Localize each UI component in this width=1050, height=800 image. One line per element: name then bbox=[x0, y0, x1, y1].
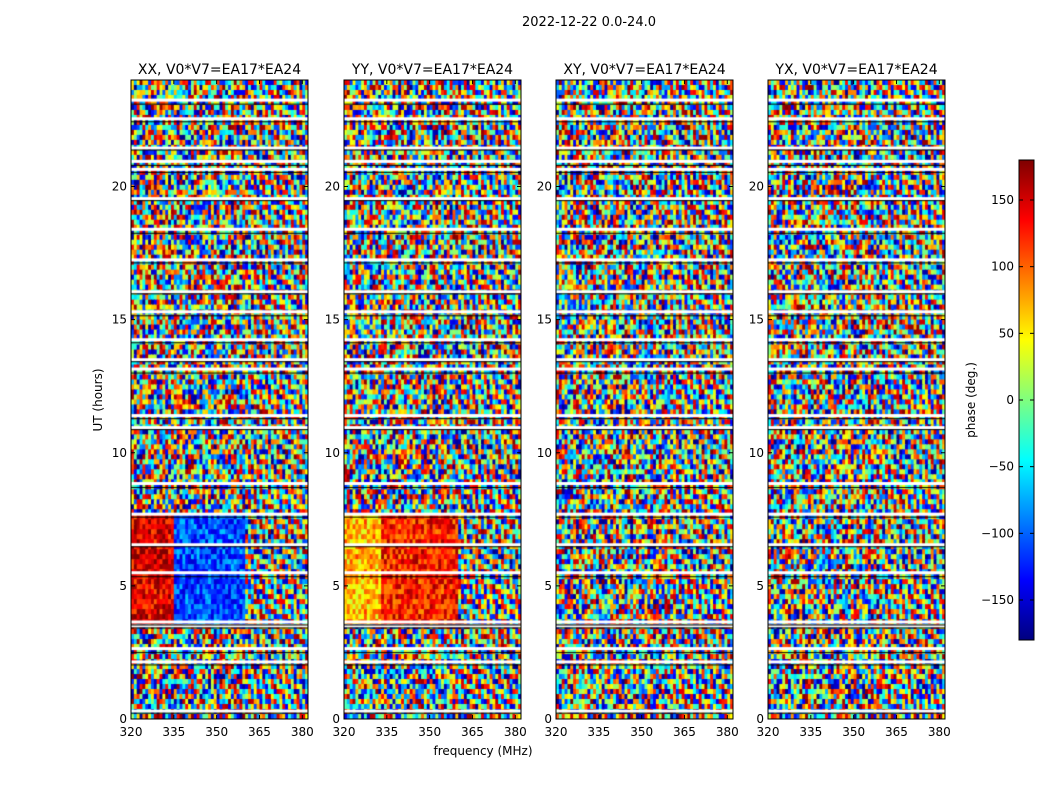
x-axis-label: frequency (MHz) bbox=[433, 744, 532, 758]
heatmap-yx bbox=[768, 80, 945, 719]
y-tick-label: 10 bbox=[112, 446, 127, 460]
panel-frame bbox=[130, 79, 309, 720]
y-axis-label: UT (hours) bbox=[91, 368, 105, 431]
x-tick-label: 335 bbox=[799, 725, 822, 739]
figure-suptitle: 2022-12-22 0.0-24.0 bbox=[522, 15, 656, 30]
y-tick-label: 15 bbox=[537, 313, 552, 327]
y-tick-label: 5 bbox=[332, 579, 340, 593]
panel-title: XY, V0*V7=EA17*EA24 bbox=[563, 62, 725, 78]
panel-frame bbox=[767, 79, 946, 720]
x-tick-label: 380 bbox=[504, 725, 527, 739]
x-tick-label: 365 bbox=[885, 725, 908, 739]
x-tick-label: 350 bbox=[842, 725, 865, 739]
panel-yx: YX, V0*V7=EA17*EA24 320 335 350 365 380 0 5 10 15… bbox=[749, 62, 951, 739]
y-tick-label: 5 bbox=[756, 579, 764, 593]
x-tick-label: 350 bbox=[630, 725, 653, 739]
panels-group: XX, V0*V7=EA17*EA24 320 335 350 365 380 0 5 10 15… bbox=[112, 62, 951, 739]
panel-xy: XY, V0*V7=EA17*EA24 320 335 350 365 380 0 5 10 15… bbox=[537, 62, 739, 739]
x-tick-label: 365 bbox=[461, 725, 484, 739]
x-tick-label: 380 bbox=[928, 725, 951, 739]
x-tick-label: 320 bbox=[333, 725, 356, 739]
colorbar-tick-label: −100 bbox=[981, 526, 1014, 540]
heatmap-yy bbox=[344, 80, 521, 719]
y-tick-label: 5 bbox=[119, 579, 127, 593]
panel-frame bbox=[343, 79, 522, 720]
y-tick-label: 20 bbox=[325, 180, 340, 194]
x-tick-label: 320 bbox=[757, 725, 780, 739]
y-tick-label: 0 bbox=[332, 712, 340, 726]
y-tick-label: 20 bbox=[537, 180, 552, 194]
x-tick-label: 320 bbox=[120, 725, 143, 739]
x-tick-label: 365 bbox=[248, 725, 271, 739]
y-tick-label: 15 bbox=[112, 313, 127, 327]
colorbar-tick-label: 50 bbox=[999, 326, 1014, 340]
colorbar-tick-label: 100 bbox=[991, 260, 1014, 274]
x-tick-label: 380 bbox=[291, 725, 314, 739]
y-tick-label: 10 bbox=[325, 446, 340, 460]
colorbar-tick-label: −50 bbox=[989, 460, 1014, 474]
y-tick-label: 0 bbox=[544, 712, 552, 726]
heatmap-xx bbox=[131, 80, 308, 719]
panel-title: YY, V0*V7=EA17*EA24 bbox=[351, 62, 513, 78]
colorbar: 150 100 50 0 −50 −100 −150 bbox=[981, 159, 1035, 641]
panel-frame bbox=[555, 79, 734, 720]
y-tick-label: 10 bbox=[749, 446, 764, 460]
x-tick-label: 335 bbox=[162, 725, 185, 739]
panel-title: YX, V0*V7=EA17*EA24 bbox=[774, 62, 937, 78]
y-tick-label: 15 bbox=[749, 313, 764, 327]
x-tick-label: 350 bbox=[205, 725, 228, 739]
colorbar-tick-label: −150 bbox=[981, 593, 1014, 607]
panel-yy: YY, V0*V7=EA17*EA24 320 335 350 365 380 0 5 10 15… bbox=[325, 62, 527, 739]
x-tick-label: 320 bbox=[545, 725, 568, 739]
x-tick-label: 335 bbox=[587, 725, 610, 739]
colorbar-tick-label: 150 bbox=[991, 193, 1014, 207]
y-tick-label: 20 bbox=[749, 180, 764, 194]
x-tick-label: 365 bbox=[673, 725, 696, 739]
y-tick-label: 10 bbox=[537, 446, 552, 460]
y-tick-label: 15 bbox=[325, 313, 340, 327]
y-tick-label: 0 bbox=[119, 712, 127, 726]
x-tick-label: 335 bbox=[375, 725, 398, 739]
x-tick-label: 350 bbox=[418, 725, 441, 739]
heatmap-xy bbox=[556, 80, 733, 719]
panel-xx: XX, V0*V7=EA17*EA24 320 335 350 365 380 0 5 10 15… bbox=[112, 62, 314, 739]
y-tick-label: 5 bbox=[544, 579, 552, 593]
panel-title: XX, V0*V7=EA17*EA24 bbox=[138, 62, 301, 78]
y-tick-label: 0 bbox=[756, 712, 764, 726]
x-tick-label: 380 bbox=[716, 725, 739, 739]
y-tick-label: 20 bbox=[112, 180, 127, 194]
colorbar-tick-label: 0 bbox=[1006, 393, 1014, 407]
colorbar-label: phase (deg.) bbox=[964, 362, 978, 438]
